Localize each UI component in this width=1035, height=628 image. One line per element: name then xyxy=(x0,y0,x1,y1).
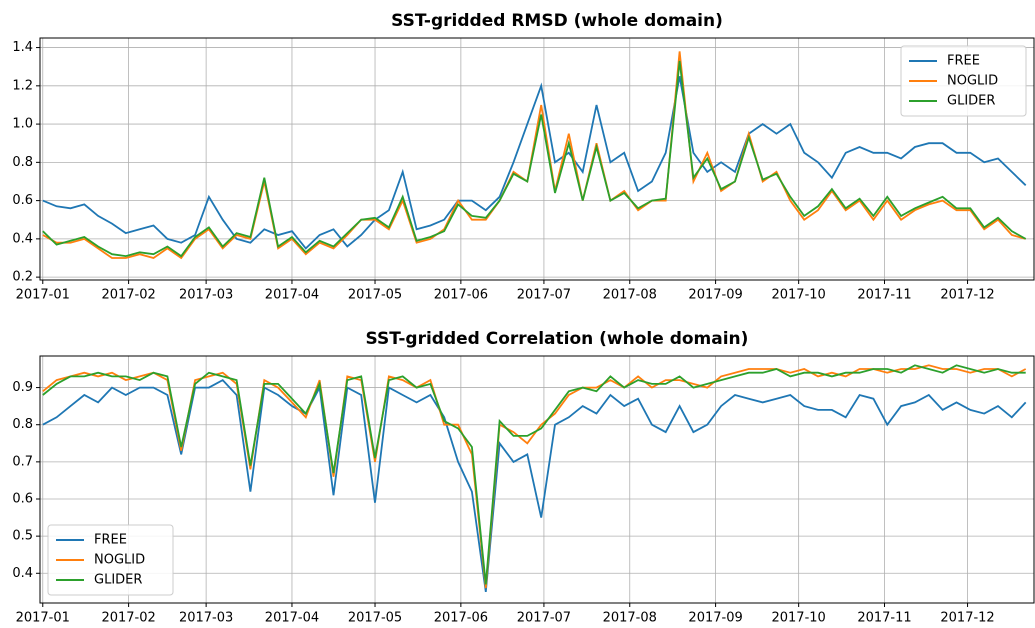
legend-label: FREE xyxy=(94,533,127,548)
series-line xyxy=(42,76,1027,250)
x-tick-label: 2017-05 xyxy=(348,611,402,626)
y-tick-label: 1.0 xyxy=(12,117,33,132)
legend-label: GLIDER xyxy=(94,573,142,588)
x-tick-label: 2017-09 xyxy=(688,288,742,303)
x-tick-label: 2017-06 xyxy=(434,288,488,303)
x-tick-label: 2017-08 xyxy=(603,611,657,626)
x-tick-label: 2017-05 xyxy=(348,288,402,303)
y-tick-label: 0.5 xyxy=(12,529,33,544)
legend-box xyxy=(900,45,1027,117)
legend-label: NOGLID xyxy=(947,74,998,89)
legend-label: NOGLID xyxy=(94,553,145,568)
x-tick-label: 2017-07 xyxy=(517,288,571,303)
x-tick-label: 2017-01 xyxy=(16,288,70,303)
y-tick-label: 0.9 xyxy=(12,380,33,395)
legend-box xyxy=(47,524,174,596)
x-tick-label: 2017-12 xyxy=(940,288,994,303)
series-line xyxy=(42,364,1027,589)
x-tick-label: 2017-11 xyxy=(857,611,911,626)
y-tick-label: 1.4 xyxy=(12,40,33,55)
y-tick-label: 0.6 xyxy=(12,492,33,507)
legend-label: FREE xyxy=(947,54,980,69)
series-line xyxy=(42,364,1026,585)
x-tick-label: 2017-04 xyxy=(265,611,319,626)
x-tick-label: 2017-03 xyxy=(179,611,233,626)
x-tick-label: 2017-10 xyxy=(771,288,825,303)
y-tick-label: 0.6 xyxy=(12,193,33,208)
y-tick-label: 0.4 xyxy=(12,566,33,581)
x-tick-label: 2017-12 xyxy=(940,611,994,626)
legend-label: GLIDER xyxy=(947,94,995,109)
x-tick-label: 2017-11 xyxy=(857,288,911,303)
series-line xyxy=(42,60,1027,258)
x-tick-label: 2017-07 xyxy=(517,611,571,626)
x-tick-label: 2017-02 xyxy=(101,288,155,303)
y-tick-label: 0.2 xyxy=(12,270,33,285)
plot-frame xyxy=(39,37,1035,281)
chart-title: SST-gridded Correlation (whole domain) xyxy=(366,329,749,349)
x-tick-label: 2017-04 xyxy=(265,288,319,303)
y-tick-label: 1.2 xyxy=(12,78,33,93)
x-tick-label: 2017-06 xyxy=(434,611,488,626)
plot-frame xyxy=(39,355,1035,604)
y-tick-label: 0.8 xyxy=(12,417,33,432)
y-tick-label: 0.7 xyxy=(12,454,33,469)
chart-title: SST-gridded RMSD (whole domain) xyxy=(391,11,723,31)
x-tick-label: 2017-03 xyxy=(179,288,233,303)
series-line xyxy=(42,51,1026,260)
x-tick-label: 2017-08 xyxy=(603,288,657,303)
x-tick-label: 2017-09 xyxy=(688,611,742,626)
x-tick-label: 2017-01 xyxy=(16,611,70,626)
y-tick-label: 0.8 xyxy=(12,155,33,170)
x-tick-label: 2017-10 xyxy=(771,611,825,626)
series-line xyxy=(42,378,1027,593)
x-tick-label: 2017-02 xyxy=(101,611,155,626)
y-tick-label: 0.4 xyxy=(12,231,33,246)
